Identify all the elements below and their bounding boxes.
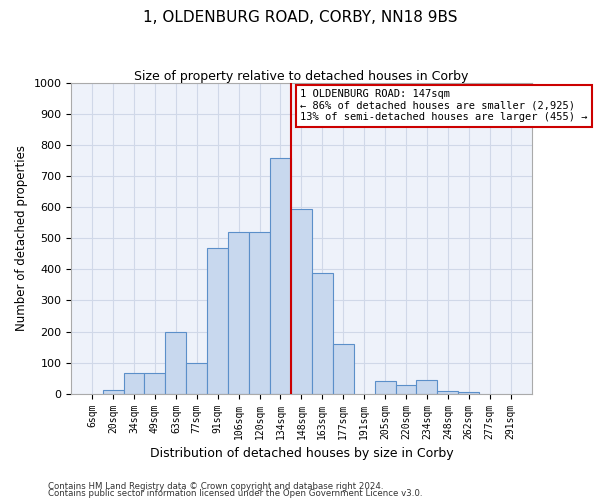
Bar — [145, 374, 166, 394]
Bar — [333, 344, 353, 394]
Bar — [187, 362, 207, 394]
Bar — [312, 272, 333, 394]
X-axis label: Distribution of detached houses by size in Corby: Distribution of detached houses by size … — [149, 447, 453, 460]
Bar — [103, 390, 124, 394]
Text: Contains public sector information licensed under the Open Government Licence v3: Contains public sector information licen… — [48, 489, 422, 498]
Y-axis label: Number of detached properties: Number of detached properties — [15, 146, 28, 332]
Bar — [437, 390, 458, 394]
Bar — [291, 209, 312, 394]
Text: 1 OLDENBURG ROAD: 147sqm
← 86% of detached houses are smaller (2,925)
13% of sem: 1 OLDENBURG ROAD: 147sqm ← 86% of detach… — [300, 89, 587, 122]
Bar — [124, 374, 145, 394]
Bar — [166, 332, 187, 394]
Bar — [207, 248, 228, 394]
Bar — [416, 380, 437, 394]
Text: Contains HM Land Registry data © Crown copyright and database right 2024.: Contains HM Land Registry data © Crown c… — [48, 482, 383, 491]
Bar — [458, 392, 479, 394]
Bar — [395, 386, 416, 394]
Text: 1, OLDENBURG ROAD, CORBY, NN18 9BS: 1, OLDENBURG ROAD, CORBY, NN18 9BS — [143, 10, 457, 25]
Bar — [270, 158, 291, 394]
Bar — [228, 232, 249, 394]
Bar — [249, 232, 270, 394]
Title: Size of property relative to detached houses in Corby: Size of property relative to detached ho… — [134, 70, 469, 83]
Bar — [374, 382, 395, 394]
